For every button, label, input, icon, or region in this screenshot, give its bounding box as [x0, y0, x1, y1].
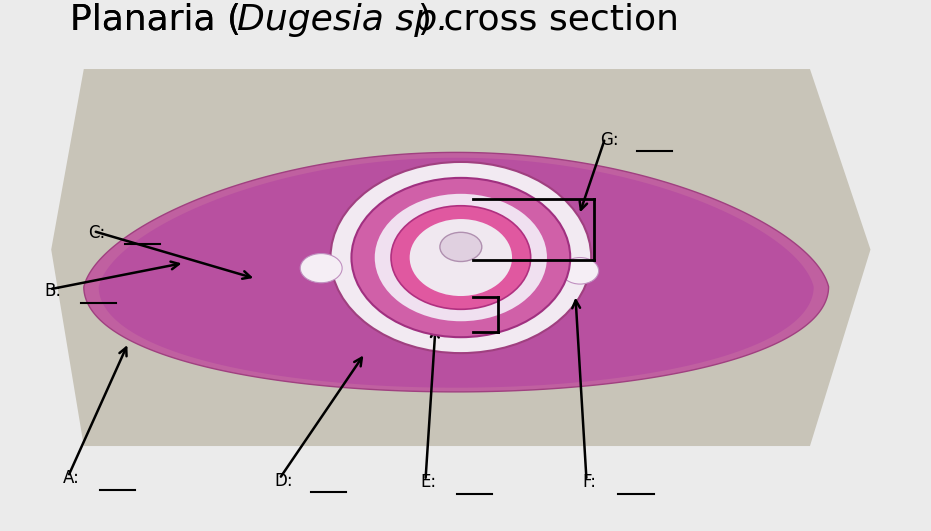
Text: Dugesia sp.: Dugesia sp. [236, 3, 449, 37]
Polygon shape [51, 69, 870, 446]
Polygon shape [99, 158, 814, 388]
Text: C:: C: [88, 224, 106, 242]
Polygon shape [84, 152, 829, 392]
Text: F:: F: [582, 473, 596, 491]
Text: G:: G: [600, 131, 619, 149]
Ellipse shape [300, 254, 343, 283]
Ellipse shape [374, 194, 546, 321]
Text: Planaria (: Planaria ( [70, 3, 241, 37]
Text: A:: A: [63, 469, 80, 487]
Ellipse shape [331, 162, 591, 353]
Ellipse shape [439, 232, 482, 261]
Text: Planaria (: Planaria ( [70, 3, 241, 37]
Text: ) cross section: ) cross section [419, 3, 680, 37]
Ellipse shape [410, 219, 512, 296]
Text: E:: E: [421, 473, 437, 491]
Text: B:: B: [45, 282, 61, 300]
Ellipse shape [561, 258, 599, 284]
Text: Planaria (Dugesia sp.: Planaria (Dugesia sp. [70, 3, 453, 37]
Ellipse shape [391, 205, 531, 309]
Text: D:: D: [275, 472, 293, 490]
Ellipse shape [351, 178, 570, 337]
